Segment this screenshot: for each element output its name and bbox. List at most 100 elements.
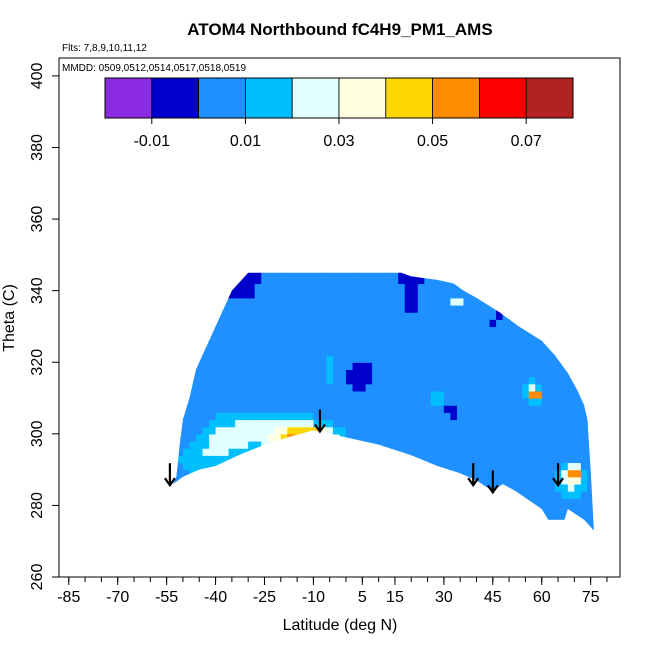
heatmap-cell — [607, 377, 614, 385]
heatmap-cell — [202, 347, 210, 356]
heatmap-cell — [267, 476, 275, 485]
heatmap-cell — [137, 484, 144, 492]
heatmap-cell — [137, 513, 144, 521]
heatmap-cell — [319, 272, 328, 277]
heatmap-cell — [404, 347, 412, 356]
heatmap-cell — [274, 297, 282, 306]
heatmap-cell — [424, 476, 432, 485]
heatmap-cell — [535, 405, 543, 413]
heatmap-cell — [222, 526, 230, 531]
heatmap-cell — [98, 441, 105, 449]
heatmap-cell — [144, 520, 151, 528]
heatmap-cell — [515, 362, 523, 370]
heatmap-cell — [600, 434, 607, 442]
heatmap-cell — [398, 440, 406, 449]
heatmap-cell — [202, 272, 210, 277]
heatmap-cell — [228, 462, 236, 471]
heatmap-cell — [456, 462, 465, 471]
heatmap-cell — [111, 441, 118, 449]
heatmap-cell — [378, 340, 386, 349]
heatmap-cell — [215, 319, 223, 328]
heatmap-cell — [463, 347, 471, 356]
heatmap-cell — [222, 333, 230, 342]
heatmap-cell — [430, 419, 438, 428]
heatmap-cell — [189, 276, 197, 285]
heatmap-cell — [169, 355, 178, 363]
heatmap-cell — [85, 312, 92, 320]
heatmap-cell — [541, 276, 549, 285]
heatmap-cell — [281, 255, 288, 263]
heatmap-cell — [417, 333, 425, 342]
heatmap-cell — [189, 398, 197, 406]
heatmap-cell — [189, 412, 197, 421]
heatmap-cell — [450, 272, 458, 277]
heatmap-cell — [209, 455, 217, 464]
heatmap-cell — [176, 272, 184, 277]
heatmap-cell — [548, 526, 556, 531]
heatmap-cell — [607, 462, 614, 470]
heatmap-cell — [79, 420, 86, 428]
heatmap-cell — [215, 440, 223, 449]
heatmap-cell — [372, 483, 380, 492]
heatmap-cell — [195, 405, 204, 413]
heatmap-cell — [254, 519, 262, 528]
heatmap-cell — [85, 269, 92, 277]
heatmap-cell — [118, 348, 125, 356]
heatmap-cell — [124, 505, 131, 513]
heatmap-cell — [228, 369, 236, 378]
heatmap-cell — [144, 484, 151, 492]
heatmap-cell — [144, 298, 151, 306]
heatmap-cell — [372, 340, 380, 349]
heatmap-cell — [98, 276, 105, 284]
heatmap-cell — [111, 398, 118, 406]
heatmap-cell — [287, 491, 295, 499]
heatmap-cell — [248, 462, 256, 471]
heatmap-cell — [111, 291, 118, 299]
heatmap-cell — [85, 527, 92, 535]
heatmap-cell — [430, 455, 438, 464]
heatmap-cell — [144, 391, 151, 399]
heatmap-cell — [548, 398, 556, 406]
heatmap-cell — [293, 333, 301, 342]
y-tick-label: 300 — [29, 420, 46, 447]
heatmap-cell — [554, 340, 562, 349]
heatmap-cell — [92, 355, 99, 363]
heatmap-cell — [274, 505, 282, 514]
heatmap-cell — [169, 505, 178, 514]
heatmap-cell — [287, 376, 295, 385]
heatmap-cell — [587, 362, 594, 370]
heatmap-cell — [456, 398, 465, 406]
heatmap-cell — [541, 419, 549, 428]
heatmap-cell — [137, 527, 144, 535]
heatmap-cell — [241, 283, 249, 292]
heatmap-cell — [79, 255, 86, 263]
heatmap-cell — [293, 476, 301, 485]
heatmap-cell — [404, 272, 412, 277]
heatmap-cell — [443, 283, 451, 292]
heatmap-cell — [72, 305, 79, 313]
heatmap-cell — [59, 362, 66, 370]
heatmap-cell — [561, 272, 569, 277]
heatmap-cell — [339, 455, 347, 464]
heatmap-cell — [169, 326, 178, 335]
heatmap-cell — [417, 483, 425, 492]
heatmap-cell — [111, 455, 118, 463]
heatmap-cell — [430, 347, 438, 356]
heatmap-cell — [378, 433, 386, 442]
heatmap-cell — [66, 283, 73, 291]
heatmap-cell — [150, 341, 157, 349]
heatmap-cell — [195, 469, 204, 478]
heatmap-cell — [346, 448, 354, 456]
heatmap-cell — [339, 433, 347, 442]
heatmap-cell — [430, 369, 438, 378]
heatmap-cell — [176, 326, 184, 335]
heatmap-cell — [483, 255, 490, 263]
heatmap-cell — [248, 519, 256, 528]
heatmap-cell — [195, 362, 204, 370]
heatmap-cell — [516, 255, 523, 263]
heatmap-cell — [79, 441, 86, 449]
heatmap-cell — [98, 427, 105, 435]
heatmap-cell — [66, 534, 73, 542]
heatmap-field — [59, 255, 614, 542]
heatmap-cell — [365, 419, 373, 428]
